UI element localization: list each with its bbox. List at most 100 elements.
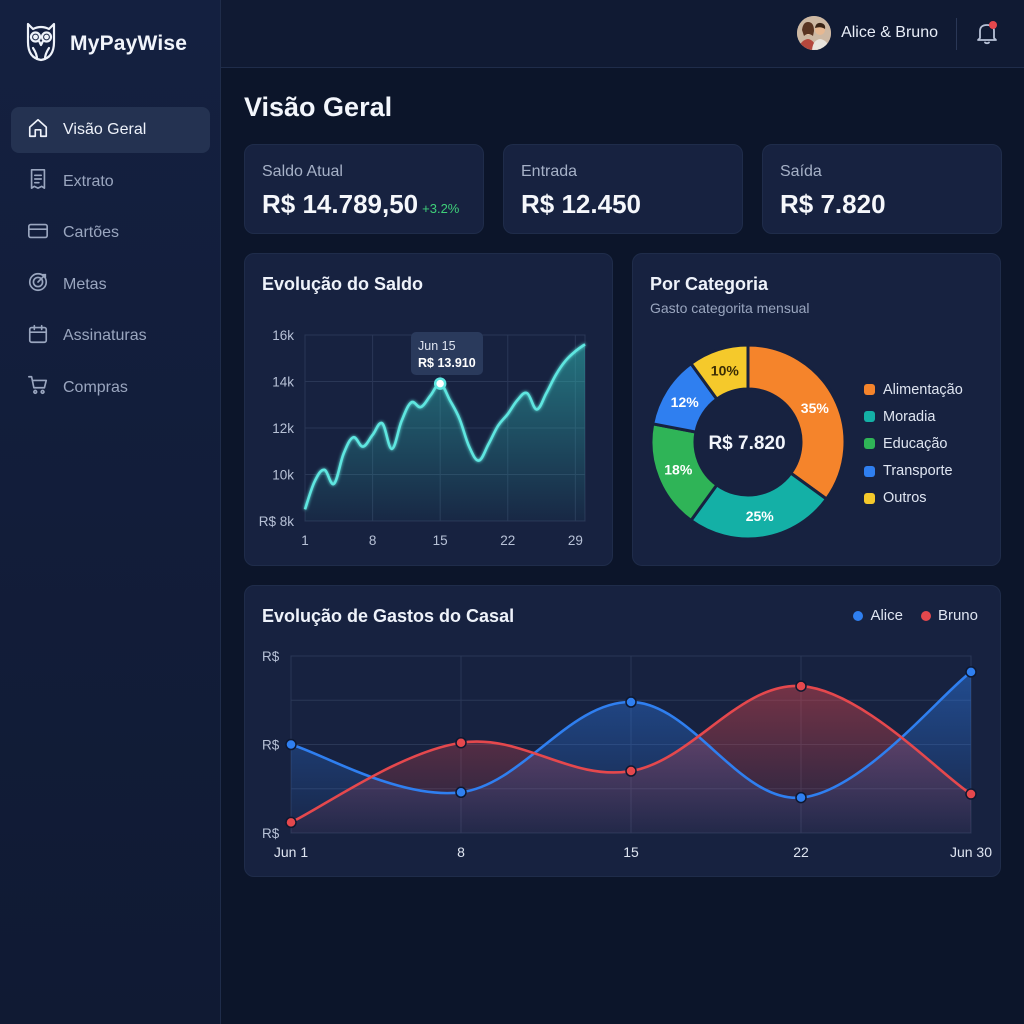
stat-label: Entrada [521, 163, 578, 180]
legend-item-alice[interactable]: Alice [853, 607, 903, 624]
legend-swatch [864, 411, 875, 423]
legend-label: Moradia [883, 408, 936, 425]
legend-swatch [864, 465, 875, 477]
sidebar-item-visao-geral[interactable]: Visão Geral [11, 107, 210, 153]
balance-line [303, 343, 586, 510]
page-title: Visão Geral [244, 92, 393, 122]
home-icon [27, 117, 49, 144]
legend-item[interactable]: Alimentação [864, 376, 963, 403]
y-tick-label: R$ 8k [259, 514, 295, 529]
card-title: Evolução do Saldo [262, 274, 424, 294]
stat-card-saldo: Saldo Atual R$ 14.789,50 +3.2% [244, 144, 484, 234]
balance-area [305, 344, 585, 521]
balance-chart-card: Evolução do Saldo R$ 8k 10k 12k 14k 16k 1 8 15 2… [244, 253, 613, 566]
user-menu[interactable]: Alice & Bruno [797, 16, 938, 50]
tooltip-date: Jun 15 [418, 339, 456, 353]
stat-value: R$ 12.450 [521, 189, 641, 219]
legend-label: Alice [870, 607, 903, 624]
x-tick-label: Jun 1 [274, 844, 308, 860]
y-tick-label: R$ [262, 649, 280, 664]
header-divider [956, 18, 957, 50]
stat-value: R$ 14.789,50 +3.2% [262, 189, 459, 220]
sidebar-item-cartoes[interactable]: Cartões [11, 210, 210, 256]
sidebar: MyPayWise Visão Geral Extrato Cartões Me… [0, 0, 221, 1024]
y-tick-label: R$ [262, 738, 280, 753]
balance-chart[interactable]: R$ 8k 10k 12k 14k 16k 1 8 15 22 29 Jun 15 R$ 13.9… [245, 254, 614, 567]
couple-chart[interactable]: R$ R$ R$ Jun 1 8 15 22 Jun 30 [245, 586, 1002, 878]
data-point-alice[interactable] [795, 791, 807, 804]
data-point-alice[interactable] [625, 696, 637, 708]
tooltip-box [411, 332, 483, 375]
data-point-bruno[interactable] [965, 788, 977, 800]
y-tick-label: 16k [272, 328, 294, 343]
sidebar-item-extrato[interactable]: Extrato [11, 159, 210, 205]
x-tick-label: 8 [457, 844, 465, 860]
y-tick-label: R$ [262, 826, 280, 841]
x-tick-label: 15 [433, 533, 448, 548]
data-point-bruno[interactable] [285, 816, 297, 829]
legend-item[interactable]: Moradia [864, 403, 963, 430]
stat-card-saida: Saída R$ 7.820 [762, 144, 1002, 234]
card-title: Evolução de Gastos do Casal [262, 606, 515, 626]
sidebar-item-label: Extrato [63, 172, 114, 190]
legend-item[interactable]: Educação [864, 430, 963, 457]
donut-slice-alimentacao[interactable] [746, 343, 847, 502]
stat-card-entrada: Entrada R$ 12.450 [503, 144, 743, 234]
donut-slice-outros[interactable] [688, 343, 750, 402]
data-point-bruno[interactable] [455, 736, 467, 749]
data-point-alice[interactable] [965, 666, 977, 678]
balance-marker[interactable] [433, 377, 447, 390]
target-icon [27, 271, 49, 298]
legend-dot [853, 610, 864, 621]
data-point-alice[interactable] [455, 786, 467, 799]
tooltip-value: R$ 13.910 [418, 356, 476, 370]
donut-slice-moradia[interactable] [688, 471, 829, 541]
donut-slice-label: 18% [664, 462, 693, 478]
legend-swatch [864, 492, 875, 504]
legend-dot [920, 610, 931, 621]
owl-logo-icon [24, 20, 58, 67]
x-tick-label: 8 [369, 533, 377, 548]
user-name: Alice & Bruno [841, 24, 938, 41]
receipt-icon [27, 168, 49, 195]
sidebar-item-metas[interactable]: Metas [11, 262, 210, 308]
legend-item[interactable]: Outros [864, 485, 963, 512]
legend-label: Bruno [937, 607, 978, 624]
data-point-alice[interactable] [285, 738, 297, 751]
donut-slice-label: 10% [711, 363, 740, 379]
sidebar-item-label: Cartões [63, 224, 120, 241]
couple-legend: Alice Bruno [853, 607, 978, 624]
category-chart-card: Por Categoria Gasto categorita mensual 3… [632, 253, 1001, 566]
card-subtitle: Gasto categorita mensual [650, 300, 810, 316]
donut-slice-label: 12% [671, 394, 700, 410]
top-bar: Alice & Bruno [221, 0, 1024, 68]
sidebar-item-compras[interactable]: Compras [11, 365, 210, 411]
sidebar-item-label: Assinaturas [63, 327, 147, 344]
legend-item[interactable]: Transporte [864, 458, 963, 485]
balance-tooltip: Jun 15 R$ 13.910 [411, 332, 483, 375]
data-point-bruno[interactable] [795, 680, 807, 692]
x-tick-label: 29 [568, 533, 583, 548]
data-point-bruno[interactable] [625, 765, 637, 777]
sidebar-item-label: Compras [63, 378, 128, 396]
y-tick-label: 10k [272, 468, 294, 483]
sidebar-item-assinaturas[interactable]: Assinaturas [11, 313, 210, 359]
bell-icon[interactable] [976, 21, 998, 50]
y-tick-label: 12k [272, 421, 294, 436]
card-title: Por Categoria [650, 274, 769, 294]
avatar [797, 16, 832, 50]
category-donut[interactable]: 35% 25% 18% 12% 10% R$ 7.820 [633, 254, 1002, 567]
x-tick-label: 22 [793, 844, 809, 860]
notification-badge [989, 21, 997, 29]
donut-slice-label: 35% [801, 400, 830, 416]
stat-delta: +3.2% [422, 201, 460, 216]
couple-chart-card: Evolução de Gastos do Casal Alice Bruno … [244, 585, 1001, 877]
x-tick-label: 22 [500, 533, 515, 548]
x-tick-label: 15 [623, 844, 639, 860]
legend-item-bruno[interactable]: Bruno [920, 607, 978, 624]
x-tick-label: Jun 30 [950, 844, 992, 860]
brand[interactable]: MyPayWise [24, 20, 187, 67]
sidebar-nav: Visão Geral Extrato Cartões Metas Assina… [11, 107, 210, 416]
brand-name: MyPayWise [70, 31, 188, 55]
stat-label: Saldo Atual [262, 163, 343, 180]
